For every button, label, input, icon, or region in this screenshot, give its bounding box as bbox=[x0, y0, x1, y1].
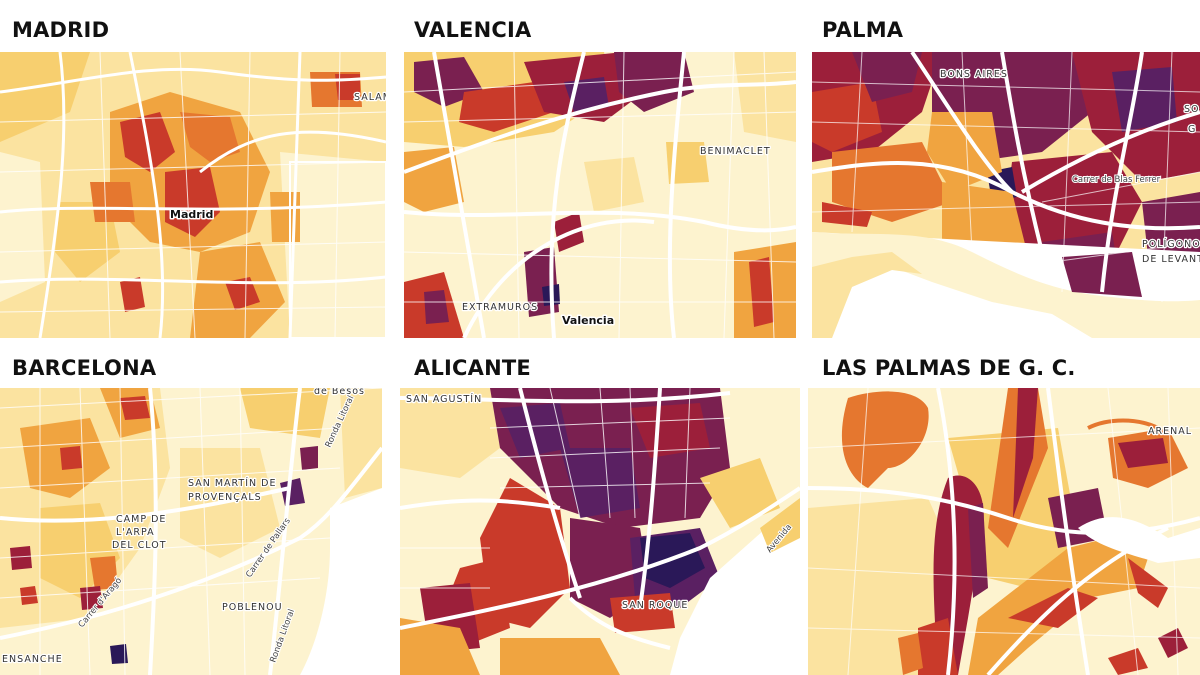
map-alicante-label-sanroque: SAN ROQUE bbox=[622, 600, 688, 611]
map-madrid-label-salamanca: SALAM bbox=[354, 92, 386, 103]
map-barcelona-label-poblenou: POBLENOU bbox=[222, 602, 283, 613]
map-barcelona[interactable]: de Besòs Ronda Litoral SAN MARTÍN DE PRO… bbox=[0, 388, 382, 675]
map-barcelona-label-ensanche: ENSANCHE bbox=[2, 654, 63, 665]
map-palma-label-poligono: POLÍGONO bbox=[1142, 238, 1200, 250]
map-title-alicante: ALICANTE bbox=[414, 356, 531, 380]
map-title-laspalmas: LAS PALMAS DE G. C. bbox=[822, 356, 1076, 380]
map-barcelona-label-clot: DEL CLOT bbox=[112, 540, 167, 551]
map-barcelona-label-sanmartin: SAN MARTÍN DE bbox=[188, 477, 277, 489]
map-palma-label-levant: DE LEVANT bbox=[1142, 254, 1200, 265]
map-palma-label-bonsaires: BONS AIRES bbox=[940, 69, 1008, 80]
map-valencia-label-city: Valencia bbox=[562, 314, 614, 327]
map-title-palma: PALMA bbox=[822, 18, 904, 42]
map-alicante[interactable]: SAN AGUSTÍN SAN ROQUE Avenida bbox=[400, 388, 800, 675]
map-alicante-label-sanagustin: SAN AGUSTÍN bbox=[406, 393, 482, 405]
map-title-valencia: VALENCIA bbox=[414, 18, 532, 42]
map-title-madrid: MADRID bbox=[12, 18, 110, 42]
map-title-barcelona: BARCELONA bbox=[12, 356, 157, 380]
map-barcelona-label-camp: CAMP DE bbox=[116, 514, 166, 525]
map-laspalmas-label-arenal: ARENAL bbox=[1148, 426, 1192, 437]
map-valencia[interactable]: BENIMACLET EXTRAMUROS Valencia bbox=[404, 52, 796, 338]
map-barcelona-label-arpa: L'ARPA bbox=[116, 527, 155, 538]
map-madrid-label-city: Madrid bbox=[170, 208, 213, 221]
map-palma-label-so: SO bbox=[1184, 104, 1200, 115]
map-madrid[interactable]: Madrid SALAM bbox=[0, 52, 386, 338]
map-laspalmas-svg: ARENAL bbox=[808, 388, 1200, 675]
map-palma-label-g: G bbox=[1188, 124, 1196, 135]
map-valencia-svg: BENIMACLET EXTRAMUROS Valencia bbox=[404, 52, 796, 338]
map-alicante-svg: SAN AGUSTÍN SAN ROQUE Avenida bbox=[400, 388, 800, 675]
map-barcelona-label-provencals: PROVENÇALS bbox=[188, 492, 262, 503]
map-barcelona-label-besos: de Besòs bbox=[314, 388, 365, 397]
map-barcelona-svg: de Besòs Ronda Litoral SAN MARTÍN DE PRO… bbox=[0, 388, 382, 675]
map-valencia-label-extramuros: EXTRAMUROS bbox=[462, 302, 538, 313]
map-palma-label-street: Carrer de Blas Ferrer bbox=[1072, 175, 1161, 185]
map-valencia-label-benimaclet: BENIMACLET bbox=[700, 146, 771, 157]
map-palma[interactable]: BONS AIRES Carrer de Blas Ferrer POLÍGON… bbox=[812, 52, 1200, 338]
map-madrid-svg: Madrid SALAM bbox=[0, 52, 386, 338]
map-palma-svg: BONS AIRES Carrer de Blas Ferrer POLÍGON… bbox=[812, 52, 1200, 338]
map-laspalmas[interactable]: ARENAL bbox=[808, 388, 1200, 675]
